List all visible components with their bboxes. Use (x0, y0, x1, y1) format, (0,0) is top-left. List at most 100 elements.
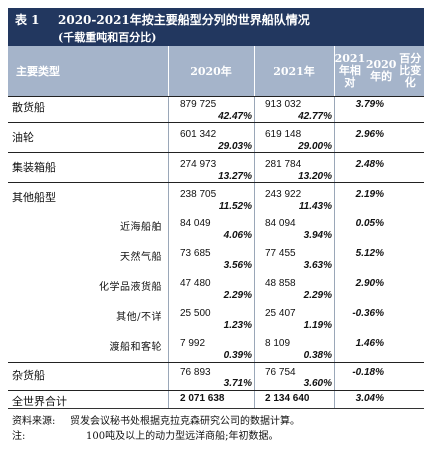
row-label: 杂货船 (12, 369, 45, 382)
note-text: 100吨及以上的动力型远洋商船;年初数据。 (86, 431, 279, 442)
row-label: 渡船和客轮 (109, 342, 162, 353)
row-label: 集装箱船 (12, 161, 56, 174)
table-number: 表 1 (15, 13, 40, 27)
value-2020: 84 049 (180, 218, 211, 229)
table-row: 散货船 879 725 913 032 42.47% 42.77% 3.79% (8, 96, 424, 123)
table-row: 油轮 601 342 619 148 29.03% 29.00% 2.96% (8, 122, 424, 153)
value-2020: 274 973 (180, 159, 217, 170)
share-2021: 3.60% (303, 378, 332, 389)
value-2020: 879 725 (180, 99, 217, 110)
total-change: 3.04% (355, 393, 384, 404)
header-change-line: 2020年的 (365, 58, 397, 83)
total-label: 全世界合计 (12, 395, 67, 408)
table-subrow: 近海船舶 84 049 84 094 4.06% 3.94% 0.05% (8, 212, 424, 242)
column-divider (254, 96, 255, 408)
table-subrow: 渡船和客轮 7 992 8 109 0.39% 0.38% 1.46% (8, 332, 424, 362)
header-divider (254, 46, 255, 96)
table-subrow: 天然气船 73 685 77 455 3.56% 3.63% 5.12% (8, 242, 424, 272)
header-2021: 2021年 (273, 65, 315, 78)
header-divider (168, 46, 169, 96)
header-category: 主要类型 (16, 65, 60, 78)
value-2020: 76 893 (180, 367, 211, 378)
table-title-bar: 表 1 2020-2021年按主要船型分列的世界船队情况 (千载重吨和百分比) (8, 8, 424, 46)
percent-change: 3.79% (355, 99, 384, 110)
row-label: 其他船型 (12, 191, 56, 204)
percent-change: 2.19% (355, 189, 384, 200)
source-note: 资料来源: 贸发会议秘书处根据克拉克森研究公司的数据计算。 (12, 414, 424, 429)
share-2020: 13.27% (218, 171, 252, 182)
table-title: 2020-2021年按主要船型分列的世界船队情况 (58, 13, 310, 27)
value-2021: 48 858 (265, 278, 296, 289)
share-2021: 42.77% (298, 111, 332, 122)
share-2020: 4.06% (223, 230, 252, 241)
note-label: 注: (12, 431, 26, 442)
row-label: 其他/不详 (116, 312, 162, 323)
share-2021: 29.00% (298, 141, 332, 152)
share-2021: 3.63% (303, 260, 332, 271)
header-change: 2021年相对 2020年的 百分比变化 (334, 46, 424, 96)
value-2020: 7 992 (180, 338, 206, 349)
value-2021: 913 032 (265, 99, 302, 110)
value-2021: 243 922 (265, 189, 302, 200)
share-2020: 29.03% (218, 141, 252, 152)
share-2020: 3.71% (223, 378, 252, 389)
value-2021: 25 407 (265, 308, 296, 319)
table-row: 其他船型 238 705 243 922 11.52% 11.43% 2.19% (8, 182, 424, 213)
header-change-line: 百分比变化 (399, 52, 422, 89)
header-change-line: 2021年相对 (334, 52, 366, 89)
table-row: 集装箱船 274 973 281 784 13.27% 13.20% 2.48% (8, 152, 424, 183)
share-2021: 13.20% (298, 171, 332, 182)
share-2020: 11.52% (218, 201, 252, 212)
share-2020: 0.39% (223, 350, 252, 361)
note: 注: 100吨及以上的动力型远洋商船;年初数据。 (12, 429, 424, 444)
value-2020: 47 480 (180, 278, 211, 289)
total-row: 全世界合计 2 071 638 2 134 640 3.04% (8, 390, 424, 408)
value-2020: 73 685 (180, 248, 211, 259)
value-2021: 281 784 (265, 159, 302, 170)
percent-change: 2.48% (355, 159, 384, 170)
column-divider (334, 96, 335, 408)
share-2020: 2.29% (223, 290, 252, 301)
percent-change: -0.18% (352, 367, 384, 378)
row-label: 化学品液货船 (99, 282, 162, 293)
share-2021: 1.19% (303, 320, 332, 331)
share-2021: 2.29% (303, 290, 332, 301)
table-subrow: 化学品液货船 47 480 48 858 2.29% 2.29% 2.90% (8, 272, 424, 302)
percent-change: 2.96% (355, 129, 384, 140)
row-label: 散货船 (12, 101, 45, 114)
header-2020: 2020年 (190, 65, 232, 78)
percent-change: 1.46% (355, 338, 384, 349)
share-2020: 3.56% (223, 260, 252, 271)
percent-change: -0.36% (352, 308, 384, 319)
row-label: 油轮 (12, 131, 34, 144)
total-2021: 2 134 640 (265, 393, 310, 404)
percent-change: 0.05% (355, 218, 384, 229)
header-divider (334, 46, 335, 96)
value-2020: 601 342 (180, 129, 217, 140)
table-row: 杂货船 76 893 76 754 3.71% 3.60% -0.18% (8, 362, 424, 391)
value-2021: 84 094 (265, 218, 296, 229)
table-header-row: 主要类型 2020年 2021年 2021年相对 2020年的 百分比变化 (8, 46, 424, 96)
value-2020: 25 500 (180, 308, 211, 319)
share-2021: 3.94% (303, 230, 332, 241)
value-2021: 8 109 (265, 338, 291, 349)
value-2020: 238 705 (180, 189, 217, 200)
row-label: 天然气船 (120, 252, 162, 263)
percent-change: 5.12% (355, 248, 384, 259)
column-divider (168, 96, 169, 408)
value-2021: 77 455 (265, 248, 296, 259)
share-2020: 1.23% (223, 320, 252, 331)
table-body: 散货船 879 725 913 032 42.47% 42.77% 3.79% … (8, 96, 424, 409)
share-2021: 0.38% (303, 350, 332, 361)
source-text: 贸发会议秘书处根据克拉克森研究公司的数据计算。 (70, 416, 300, 427)
value-2021: 619 148 (265, 129, 302, 140)
total-2020: 2 071 638 (180, 393, 225, 404)
share-2021: 11.43% (298, 201, 332, 212)
table-subrow: 其他/不详 25 500 25 407 1.23% 1.19% -0.36% (8, 302, 424, 332)
footnotes: 资料来源: 贸发会议秘书处根据克拉克森研究公司的数据计算。 注: 100吨及以上… (12, 414, 424, 444)
source-label: 资料来源: (12, 416, 56, 427)
percent-change: 2.90% (355, 278, 384, 289)
share-2020: 42.47% (218, 111, 252, 122)
value-2021: 76 754 (265, 367, 296, 378)
